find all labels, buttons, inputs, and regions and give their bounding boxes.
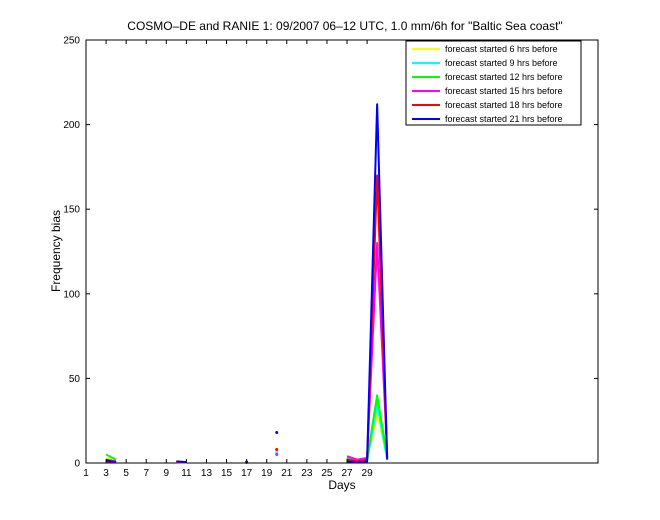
series-point	[275, 453, 279, 457]
y-tick-label: 150	[63, 205, 80, 216]
legend: forecast started 6 hrs before forecast st…	[405, 40, 582, 126]
x-tick-label: 9	[164, 468, 170, 479]
legend-box	[405, 40, 582, 126]
x-tick-label: 23	[301, 468, 313, 479]
legend-label: forecast started 6 hrs before	[445, 44, 558, 54]
x-tick-label: 5	[123, 468, 129, 479]
y-tick-label: 200	[63, 120, 80, 131]
x-tick-label: 19	[261, 468, 273, 479]
x-tick-label: 7	[143, 468, 149, 479]
legend-label: forecast started 15 hrs before	[445, 86, 563, 96]
y-tick-label: 0	[74, 459, 80, 470]
legend-label: forecast started 12 hrs before	[445, 72, 563, 82]
x-axis-label: Days	[328, 478, 355, 492]
series-line	[105, 453, 117, 461]
y-axis-ticks: 0 50 100 150 200 250	[63, 36, 598, 470]
series-point	[275, 447, 279, 451]
legend-label: forecast started 9 hrs before	[445, 58, 558, 68]
x-tick-label: 1	[83, 468, 89, 479]
x-tick-label: 17	[241, 468, 253, 479]
y-axis-label: Frequency bias	[49, 210, 63, 292]
legend-label: forecast started 18 hrs before	[445, 100, 563, 110]
x-tick-label: 15	[221, 468, 233, 479]
series-point	[275, 431, 279, 435]
y-tick-label: 50	[69, 374, 81, 385]
x-axis-ticks: 1 3 5 7 9 11 13 15 17 19 21 23 25 27 29	[83, 40, 373, 479]
y-tick-label: 250	[63, 36, 80, 47]
y-tick-label: 100	[63, 289, 80, 300]
x-tick-label: 27	[341, 468, 353, 479]
x-tick-label: 11	[181, 468, 192, 479]
x-tick-label: 29	[362, 468, 374, 479]
x-tick-label: 3	[103, 468, 109, 479]
x-tick-label: 13	[201, 468, 213, 479]
x-tick-label: 21	[281, 468, 293, 479]
series-line	[105, 459, 117, 464]
legend-items: forecast started 6 hrs before forecast st…	[412, 44, 563, 124]
legend-label: forecast started 21 hrs before	[445, 114, 563, 124]
x-tick-label: 25	[321, 468, 333, 479]
series-line	[176, 460, 187, 464]
chart-title: COSMO–DE and RANIE 1: 09/2007 06–12 UTC,…	[127, 19, 562, 33]
